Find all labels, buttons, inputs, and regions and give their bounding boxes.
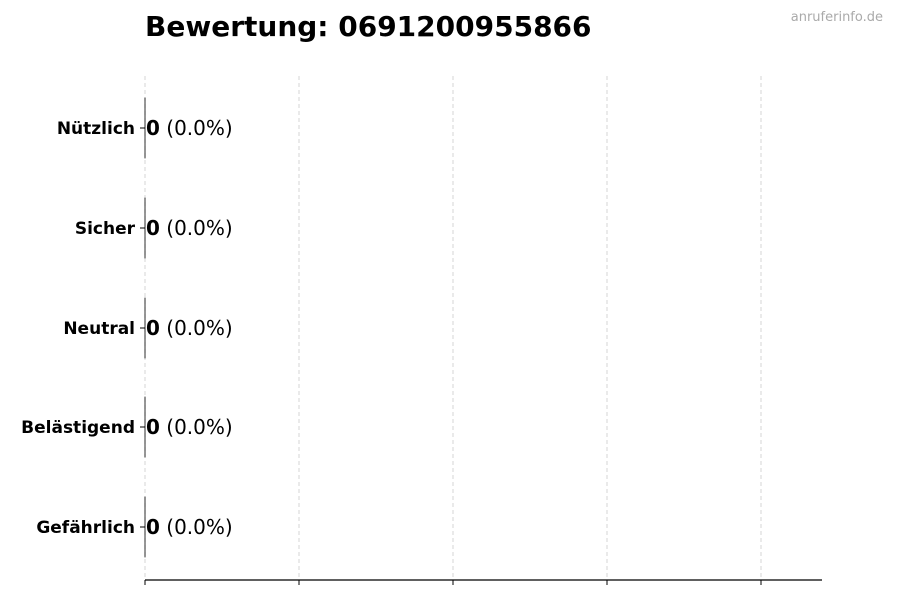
data-label: 0 (0.0%)	[146, 415, 233, 439]
data-label-count: 0	[146, 316, 160, 340]
data-label-count: 0	[146, 515, 160, 539]
data-label-percent: (0.0%)	[160, 415, 233, 439]
data-label-percent: (0.0%)	[160, 116, 233, 140]
data-label: 0 (0.0%)	[146, 515, 233, 539]
data-label-count: 0	[146, 116, 160, 140]
y-tick-label: Neutral	[63, 319, 135, 339]
data-label: 0 (0.0%)	[146, 216, 233, 240]
data-label-percent: (0.0%)	[160, 216, 233, 240]
y-tick-label: Sicher	[75, 219, 136, 239]
data-label-percent: (0.0%)	[160, 316, 233, 340]
data-label-count: 0	[146, 216, 160, 240]
data-label: 0 (0.0%)	[146, 316, 233, 340]
data-label-count: 0	[146, 415, 160, 439]
chart-title: Bewertung: 0691200955866	[145, 10, 592, 43]
y-tick-label: Belästigend	[21, 418, 135, 438]
y-tick-label: Gefährlich	[36, 518, 135, 538]
data-label-percent: (0.0%)	[160, 515, 233, 539]
watermark: anruferinfo.de	[790, 10, 883, 25]
y-tick-label: Nützlich	[57, 119, 135, 139]
data-label: 0 (0.0%)	[146, 116, 233, 140]
